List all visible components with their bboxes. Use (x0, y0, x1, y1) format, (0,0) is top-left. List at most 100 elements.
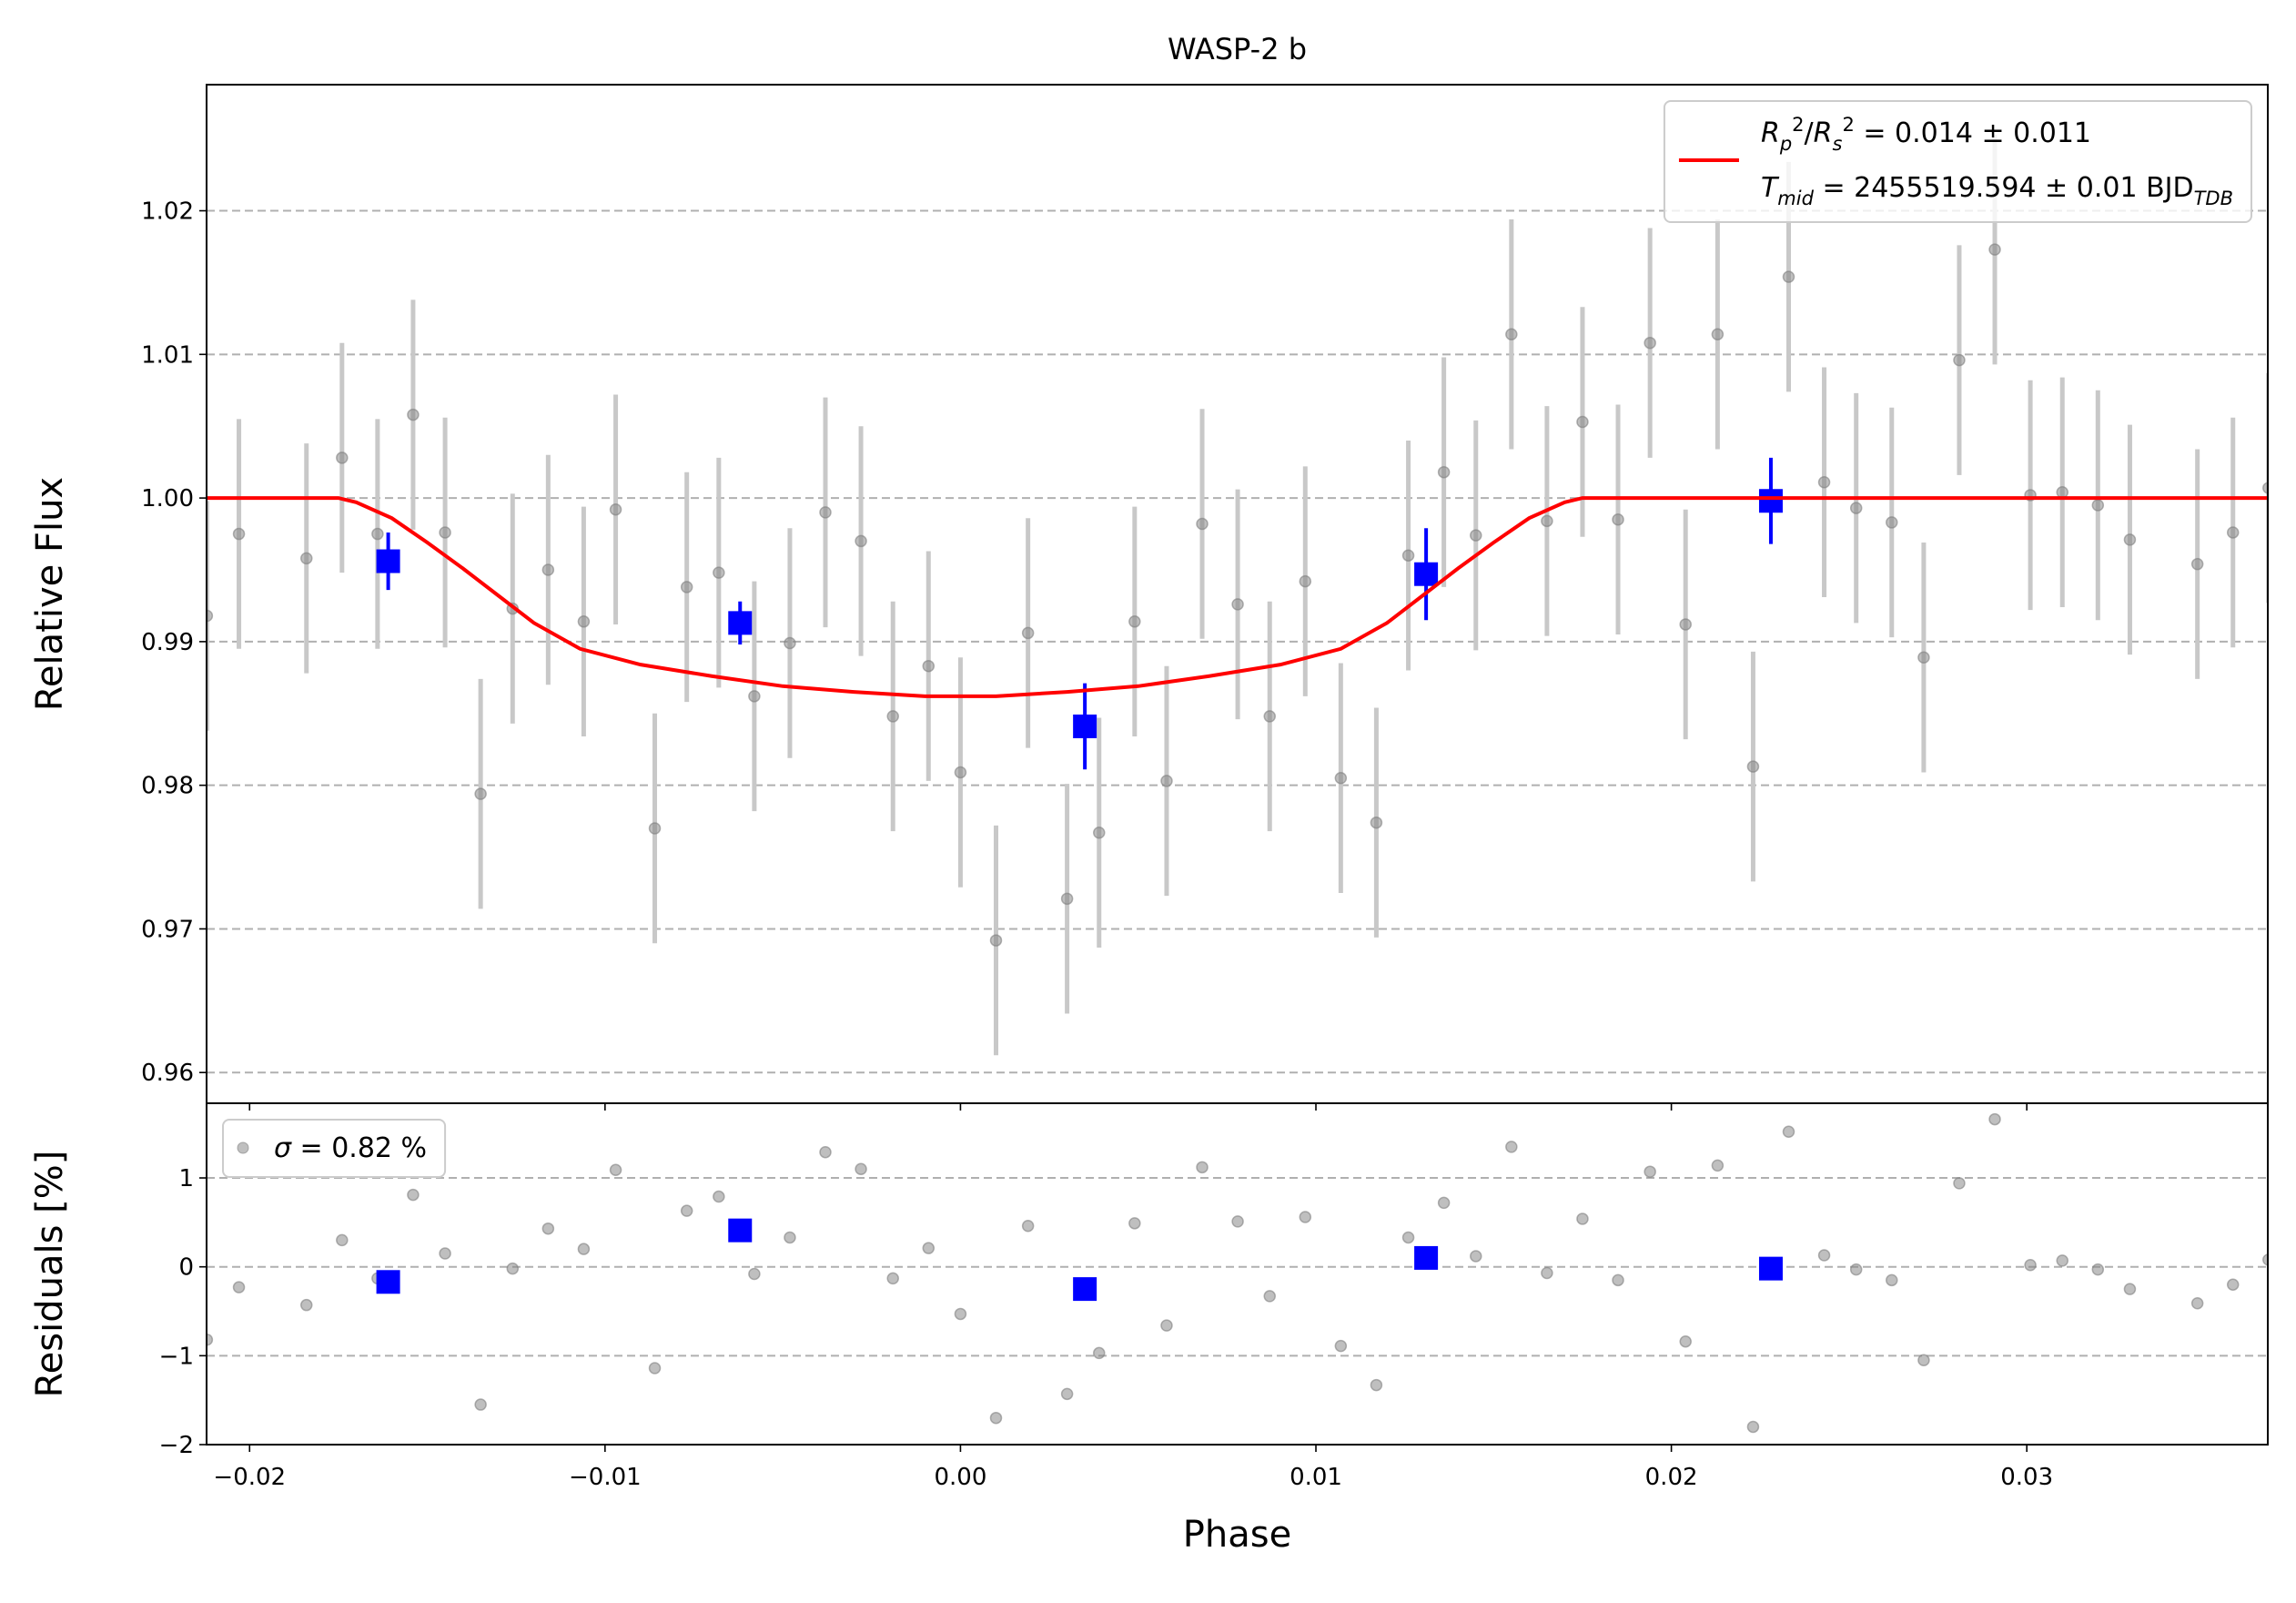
data-point (2262, 482, 2268, 494)
data-point (541, 563, 555, 576)
data-point (2262, 1253, 2268, 1266)
data-point (371, 527, 384, 541)
binned-point (1758, 489, 1783, 513)
data-point (232, 1281, 246, 1294)
data-point (1988, 243, 2001, 256)
legend: σ = 0.82 % (222, 1119, 447, 1178)
data-point (1370, 816, 1383, 829)
data-point (1817, 1249, 1831, 1262)
data-point (1128, 1217, 1141, 1230)
data-point (1953, 353, 1966, 367)
y-axis-label: Relative Flux (29, 477, 71, 711)
x-tick-label: 0.00 (934, 1464, 986, 1491)
data-point (922, 1242, 936, 1254)
data-point (1196, 517, 1209, 531)
data-point (1988, 1112, 2001, 1126)
data-point (1299, 574, 1312, 588)
data-point (1470, 1250, 1482, 1263)
y-tick-label: 0.98 (141, 773, 194, 800)
data-point (1679, 1334, 1692, 1348)
binned-point (728, 611, 753, 635)
data-point (680, 1204, 693, 1217)
y-tick-label: 1 (178, 1165, 194, 1192)
data-point (954, 766, 967, 779)
data-point (439, 526, 451, 539)
legend-text: = 2455519.594 ± 0.01 BJD (1814, 172, 2194, 204)
data-point (1401, 549, 1415, 562)
data-point (407, 408, 420, 421)
data-point (541, 1222, 555, 1235)
binned-point (1073, 714, 1097, 738)
y-tick-label: −2 (159, 1432, 194, 1459)
y-tick-label: 1.02 (141, 198, 194, 226)
data-point (1612, 1273, 1624, 1287)
data-point (1334, 1339, 1348, 1353)
data-point (1576, 1212, 1589, 1225)
y-tick-label: 1.00 (141, 485, 194, 512)
data-point (1160, 1319, 1173, 1332)
data-point (819, 1145, 832, 1159)
data-point (989, 934, 1003, 947)
data-point (1160, 775, 1173, 787)
legend-text: = 0.82 % (291, 1132, 427, 1164)
data-point (2123, 533, 2137, 546)
data-point (1470, 529, 1482, 542)
data-point (2056, 486, 2068, 499)
data-point (1644, 336, 1656, 350)
data-point (886, 710, 899, 723)
data-point (1263, 710, 1276, 723)
legend-box (1663, 100, 2252, 223)
data-point (439, 1247, 451, 1260)
data-point (954, 1307, 967, 1321)
data-point (1576, 415, 1589, 429)
y-tick-label: −1 (159, 1343, 194, 1370)
x-tick-label: 0.01 (1290, 1464, 1342, 1491)
legend-text: s (1833, 133, 1843, 155)
binned-point (1073, 1277, 1097, 1302)
x-tick-label: 0.02 (1645, 1464, 1698, 1491)
data-point (2123, 1283, 2137, 1295)
data-point (609, 502, 622, 516)
data-point (336, 1233, 349, 1247)
legend-text: TDB (2194, 188, 2233, 209)
data-point (855, 1162, 867, 1176)
legend-text: 2 (1792, 114, 1804, 136)
legend-label: σ = 0.82 % (274, 1132, 427, 1164)
data-point (784, 636, 796, 650)
legend-text: / (1805, 117, 1815, 149)
data-point (2091, 1263, 2105, 1276)
data-point (819, 506, 832, 519)
x-tick-label: −0.01 (569, 1464, 642, 1491)
data-point (713, 1190, 725, 1203)
data-point (474, 787, 487, 800)
data-point (2226, 1278, 2240, 1291)
x-tick-label: 0.03 (2000, 1464, 2053, 1491)
data-point (407, 1188, 420, 1202)
data-point (1401, 1231, 1415, 1244)
data-point (1917, 1354, 1930, 1366)
data-point (784, 1231, 796, 1244)
data-point (2024, 1258, 2037, 1272)
data-point (1541, 1266, 1553, 1280)
data-point (300, 552, 313, 565)
legend-label: Tmid = 2455519.594 ± 0.01 BJDTDB (1761, 172, 2233, 209)
data-point (1746, 1420, 1760, 1434)
legend-text: p (1779, 133, 1792, 155)
legend-text: R (1814, 117, 1833, 149)
binned-point (376, 1270, 400, 1294)
data-point (1782, 1125, 1795, 1138)
legend-text: mid (1777, 188, 1814, 209)
data-point (1231, 598, 1244, 611)
y-tick-label: 0.96 (141, 1060, 194, 1087)
data-point (2091, 499, 2105, 512)
x-tick-label: −0.02 (213, 1464, 286, 1491)
data-point (1817, 475, 1831, 489)
data-point (232, 527, 246, 541)
legend-text: T (1761, 172, 1780, 204)
data-point (577, 615, 591, 628)
data-point (2190, 557, 2204, 571)
data-point (577, 1243, 591, 1255)
data-point (1060, 892, 1074, 906)
